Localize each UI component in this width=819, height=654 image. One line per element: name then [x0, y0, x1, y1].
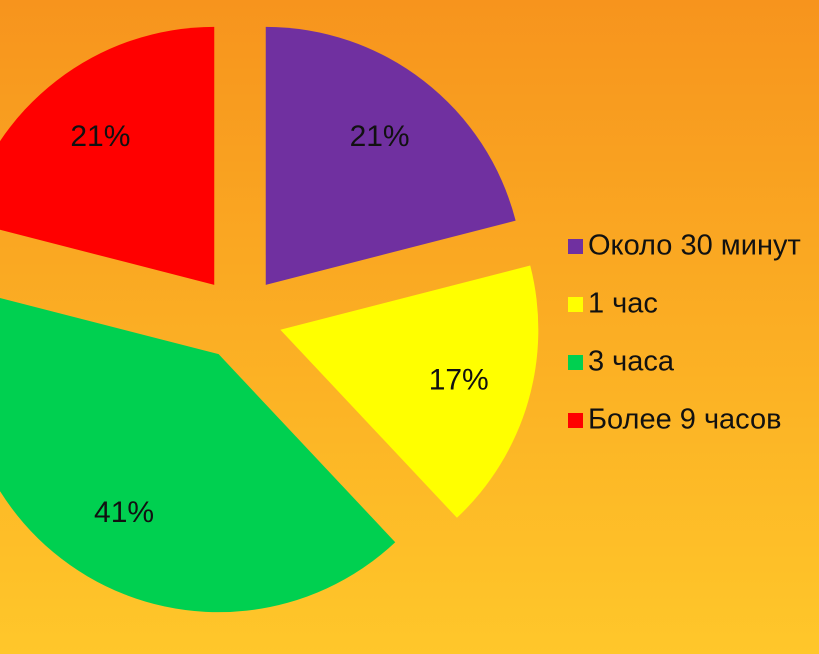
legend-swatch: [568, 297, 583, 312]
data-label: 21%: [70, 120, 130, 153]
legend-swatch: [568, 239, 583, 254]
page: {"chart_data": {"type": "pie", "categori…: [0, 0, 819, 654]
chart: 21% 17% 41% 21% Около 30 минут 1 час 3 часа Бол…: [0, 0, 819, 654]
legend-label: Более 9 часов: [588, 404, 782, 436]
data-label: 21%: [350, 120, 410, 153]
data-label: 41%: [94, 496, 154, 529]
legend-label: Около 30 минут: [588, 230, 801, 262]
data-label: 17%: [429, 363, 489, 396]
legend-label: 1 час: [588, 288, 658, 320]
legend-swatch: [568, 355, 583, 370]
legend-label: 3 часа: [588, 346, 675, 378]
legend-swatch: [568, 413, 583, 428]
